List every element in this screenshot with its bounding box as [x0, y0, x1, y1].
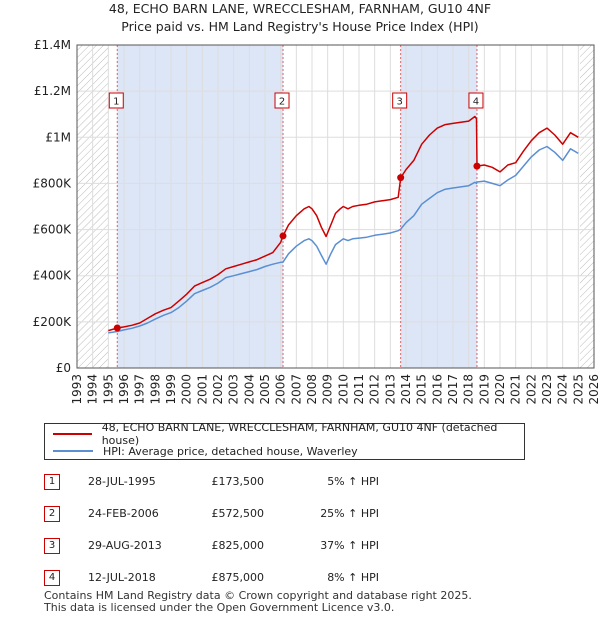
- x-tick-label: 2016: [430, 374, 444, 405]
- x-tick-label: 1994: [86, 374, 100, 405]
- x-tick-label: 2011: [352, 374, 366, 405]
- plot-background: [77, 45, 594, 368]
- series-lines: [108, 115, 579, 334]
- table-row: 2 24-FEB-2006 £572,500 25% ↑ HPI: [44, 506, 564, 524]
- x-tick-label: 2008: [305, 374, 319, 405]
- x-tick-label: 1999: [164, 374, 178, 405]
- x-tick-label: 2013: [383, 374, 397, 405]
- x-tick-label: 2006: [274, 374, 288, 405]
- table-row: 1 28-JUL-1995 £173,500 5% ↑ HPI: [44, 474, 564, 492]
- sale-number-badge: 1: [44, 474, 60, 490]
- sale-date: 24-FEB-2006: [88, 507, 159, 520]
- x-tick-label: 2012: [368, 374, 382, 405]
- sale-label-box: [274, 92, 290, 109]
- sale-point: [473, 162, 481, 170]
- sale-label-number: 4: [473, 97, 479, 108]
- legend-label-sold: 48, ECHO BARN LANE, WRECCLESHAM, FARNHAM…: [101, 421, 498, 447]
- y-tick-label: £1.2M: [34, 84, 71, 98]
- table-row: 4 12-JUL-2018 £875,000 8% ↑ HPI: [44, 570, 564, 588]
- sale-date: 28-JUL-1995: [88, 475, 156, 488]
- ownership-shade: [400, 45, 477, 368]
- legend-label-hpi: HPI: Average price, detached house, Wave…: [103, 444, 358, 458]
- sale-number-badge: 2: [44, 506, 60, 522]
- legend-item-hpi: HPI: Average price, detached house, Wave…: [53, 443, 358, 459]
- x-tick-label: 2004: [242, 374, 256, 405]
- x-tick-label: 2024: [556, 374, 570, 405]
- x-tick-label: 1993: [70, 374, 84, 405]
- sale-price: £173,500: [211, 475, 265, 488]
- x-tick-label: 1997: [133, 374, 147, 405]
- legend: 48, ECHO BARN LANE, WRECCLESHAM, FARNHAM…: [44, 421, 525, 460]
- sale-point: [279, 232, 287, 240]
- y-tick-label: £600K: [33, 223, 73, 237]
- sale-label-number: 1: [113, 97, 119, 108]
- x-tick-label: 2003: [227, 374, 241, 405]
- y-tick-label: £0: [56, 361, 71, 375]
- y-tick-label: £1M: [45, 130, 71, 144]
- sale-number-badge: 4: [44, 570, 60, 586]
- y-tick-label: £200K: [33, 315, 73, 329]
- x-tick-label: 2007: [289, 374, 303, 405]
- chart-title: 48, ECHO BARN LANE, WRECCLESHAM, FARNHAM…: [109, 1, 491, 16]
- x-tick-label: 2026: [587, 374, 600, 405]
- price-chart: 48, ECHO BARN LANE, WRECCLESHAM, FARNHAM…: [33, 1, 600, 405]
- sale-label-box: [392, 92, 408, 109]
- no-data-hatch: [579, 45, 594, 368]
- sale-price: £825,000: [211, 539, 265, 552]
- footer-copyright: Contains HM Land Registry data © Crown c…: [44, 589, 472, 602]
- sale-date: 12-JUL-2018: [88, 571, 156, 584]
- x-tick-label: 2010: [336, 374, 350, 405]
- x-tick-label: 2014: [399, 374, 413, 405]
- footer: Contains HM Land Registry data © Crown c…: [44, 590, 472, 614]
- x-tick-label: 2023: [540, 374, 554, 405]
- sale-price: £572,500: [211, 507, 265, 520]
- y-tick-label: £800K: [33, 176, 73, 190]
- sale-label-box: [468, 92, 484, 109]
- sale-date: 29-AUG-2013: [88, 539, 162, 552]
- x-tick-label: 2018: [462, 374, 476, 405]
- legend-swatch-hpi: [53, 450, 93, 452]
- x-tick-label: 2025: [571, 374, 585, 405]
- x-tick-label: 2002: [211, 374, 225, 405]
- legend-swatch-sold: [53, 433, 92, 435]
- x-tick-label: 2009: [321, 374, 335, 405]
- chart-subtitle: Price paid vs. HM Land Registry's House …: [121, 19, 478, 34]
- price-paid-line: [108, 115, 579, 332]
- sale-point: [113, 324, 121, 332]
- x-tick-label: 2019: [477, 374, 491, 405]
- table-row: 3 29-AUG-2013 £825,000 37% ↑ HPI: [44, 538, 564, 556]
- footer-licence: This data is licensed under the Open Gov…: [44, 601, 395, 614]
- x-tick-label: 2005: [258, 374, 272, 405]
- sale-markers: 1 2 3 4: [108, 92, 484, 332]
- sale-point: [397, 174, 405, 182]
- sale-hpi-diff: 8% ↑ HPI: [327, 571, 379, 584]
- x-tick-label: 2020: [493, 374, 507, 405]
- plot-frame: [76, 44, 595, 369]
- sale-label-number: 2: [279, 97, 285, 108]
- x-tick-label: 2015: [415, 374, 429, 405]
- x-tick-label: 2022: [524, 374, 538, 405]
- legend-item-sold: 48, ECHO BARN LANE, WRECCLESHAM, FARNHAM…: [53, 421, 524, 447]
- x-tick-label: 2000: [180, 374, 194, 405]
- x-tick-label: 2021: [509, 374, 523, 405]
- sale-price: £875,000: [211, 571, 265, 584]
- sale-number-badge: 3: [44, 538, 60, 554]
- y-tick-label: £400K: [33, 269, 73, 283]
- sale-label-number: 3: [396, 97, 402, 108]
- y-tick-label: £1.4M: [34, 38, 71, 52]
- ownership-shade: [117, 45, 284, 368]
- x-tick-label: 2001: [195, 374, 209, 405]
- sale-hpi-diff: 25% ↑ HPI: [320, 507, 379, 520]
- x-tick-label: 2017: [446, 374, 460, 405]
- sale-label-box: [108, 92, 124, 109]
- x-tick-label: 1996: [117, 374, 131, 405]
- hpi-line: [108, 145, 579, 334]
- sale-hpi-diff: 5% ↑ HPI: [327, 475, 379, 488]
- x-tick-label: 1995: [101, 374, 115, 405]
- x-tick-label: 1998: [148, 374, 162, 405]
- sale-hpi-diff: 37% ↑ HPI: [320, 539, 379, 552]
